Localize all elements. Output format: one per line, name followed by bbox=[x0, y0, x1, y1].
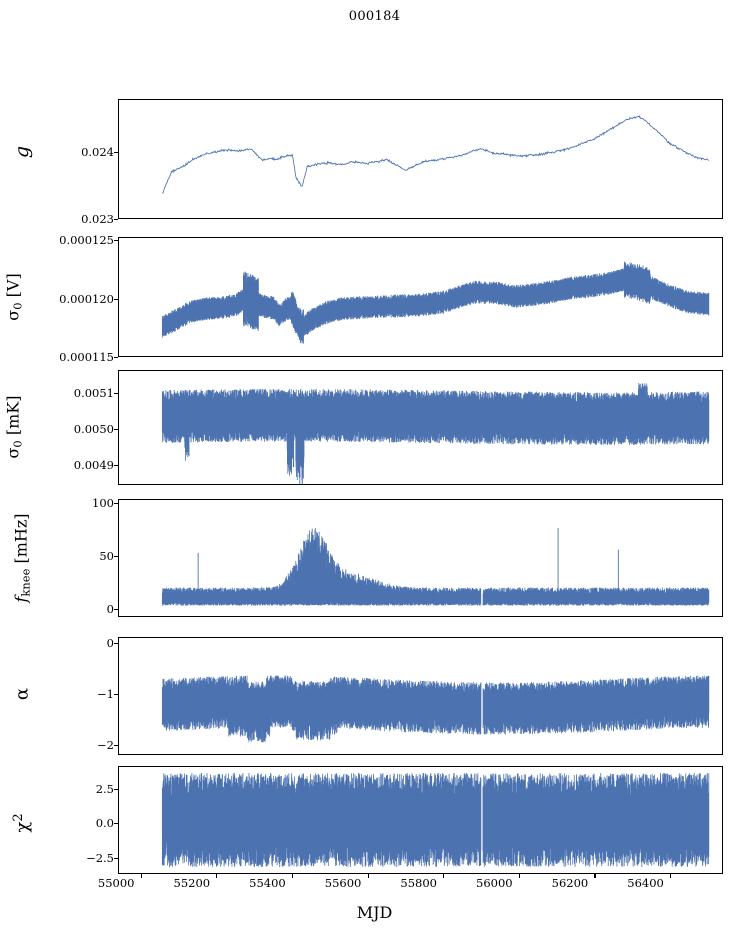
xtick-label: 55000 bbox=[97, 876, 135, 890]
panel-alpha-trace bbox=[119, 638, 722, 754]
xtick-mark bbox=[594, 874, 596, 878]
xtick-label: 55600 bbox=[324, 876, 362, 890]
xtick-mark bbox=[367, 874, 369, 878]
panel-sigma0v-yticks: 0.000125 0.000120 0.000115 bbox=[4, 233, 114, 364]
panel-sigma0mk-ylabel: σ0 [mK] bbox=[3, 395, 25, 459]
ytick-mark bbox=[114, 393, 118, 395]
xaxis-label: MJD bbox=[356, 903, 393, 922]
ytick-label: 0.024 bbox=[81, 145, 114, 159]
panel-sigma0v-trace bbox=[119, 238, 722, 356]
xtick-mark bbox=[140, 874, 142, 878]
ytick-mark bbox=[114, 465, 118, 467]
ytick-label: 0.023 bbox=[81, 212, 114, 226]
ytick-label: 50 bbox=[99, 549, 114, 563]
panel-fknee-yticks: 100 50 0 bbox=[4, 496, 114, 617]
ytick-label: 0.000125 bbox=[59, 233, 114, 247]
ytick-mark bbox=[114, 556, 118, 558]
xtick-mark bbox=[670, 874, 672, 878]
panel-sigma0v-ylabel: σ0 [V] bbox=[3, 273, 25, 321]
xtick-mark bbox=[518, 874, 520, 878]
panel-alpha-ylabel: α bbox=[11, 687, 33, 701]
xtick-label: 55400 bbox=[249, 876, 286, 890]
ytick-mark bbox=[114, 609, 118, 611]
ytick-label: 0 bbox=[106, 636, 114, 650]
ytick-label: 0.0 bbox=[95, 816, 114, 830]
ytick-label: −2 bbox=[97, 738, 114, 752]
ytick-label: 100 bbox=[92, 496, 114, 510]
ytick-label: 0.000120 bbox=[59, 292, 114, 306]
ytick-label: 0 bbox=[106, 602, 114, 616]
ytick-label: −2.5 bbox=[86, 851, 114, 865]
panel-g-ylabel: g bbox=[11, 145, 33, 159]
xtick-mark bbox=[216, 874, 218, 878]
panel-sigma0mk-plot-area bbox=[118, 370, 723, 485]
xtick-label: 56200 bbox=[551, 876, 589, 890]
ytick-mark bbox=[114, 429, 118, 431]
panel-sigma0v-plot-area bbox=[118, 237, 723, 357]
panel-fknee-trace bbox=[119, 500, 722, 616]
ytick-label: −1 bbox=[97, 687, 114, 701]
panel-g-plot-area bbox=[118, 99, 723, 219]
ytick-mark bbox=[114, 643, 118, 645]
panel-fknee-plot-area bbox=[118, 499, 723, 617]
panel-chi2-ylabel: χ2 bbox=[11, 813, 33, 833]
ytick-label: 2.5 bbox=[95, 782, 114, 796]
panel-sigma0mk-trace bbox=[119, 371, 722, 484]
panel-fknee-ylabel: fknee [mHz] bbox=[11, 513, 33, 603]
ytick-label: 0.000115 bbox=[59, 350, 114, 364]
ytick-mark bbox=[114, 299, 118, 301]
ytick-label: 0.0050 bbox=[73, 422, 114, 436]
xtick-label: 55200 bbox=[173, 876, 211, 890]
panel-chi2-yticks: 2.5 0.0 −2.5 bbox=[4, 766, 114, 874]
ytick-mark bbox=[114, 219, 118, 221]
ytick-label: 0.0049 bbox=[73, 458, 114, 472]
panel-sigma0mk-yticks: 0.0051 0.0050 0.0049 bbox=[4, 370, 114, 485]
xtick-label: 56400 bbox=[627, 876, 664, 890]
ytick-mark bbox=[114, 357, 118, 359]
xtick-label: 56000 bbox=[476, 876, 513, 890]
panel-alpha-plot-area bbox=[118, 637, 723, 755]
ytick-mark bbox=[114, 745, 118, 747]
ytick-mark bbox=[114, 823, 118, 825]
ytick-mark bbox=[114, 152, 118, 154]
panel-alpha-yticks: 0 −1 −2 bbox=[4, 636, 114, 755]
xtick-mark bbox=[291, 874, 294, 878]
figure-title: 000184 bbox=[348, 9, 401, 24]
ytick-mark bbox=[114, 503, 118, 505]
xtick-label: 55800 bbox=[400, 876, 437, 890]
panel-g-trace bbox=[119, 100, 722, 218]
ytick-mark bbox=[114, 694, 118, 696]
panel-chi2-plot-area bbox=[118, 766, 723, 874]
ytick-mark bbox=[114, 789, 118, 791]
panel-g-yticks: 0.024 0.023 bbox=[4, 99, 114, 226]
ytick-label: 0.0051 bbox=[73, 386, 114, 400]
xtick-mark bbox=[443, 874, 445, 878]
ytick-mark bbox=[114, 240, 118, 242]
panel-chi2-trace bbox=[119, 767, 722, 873]
ytick-mark bbox=[114, 858, 118, 860]
